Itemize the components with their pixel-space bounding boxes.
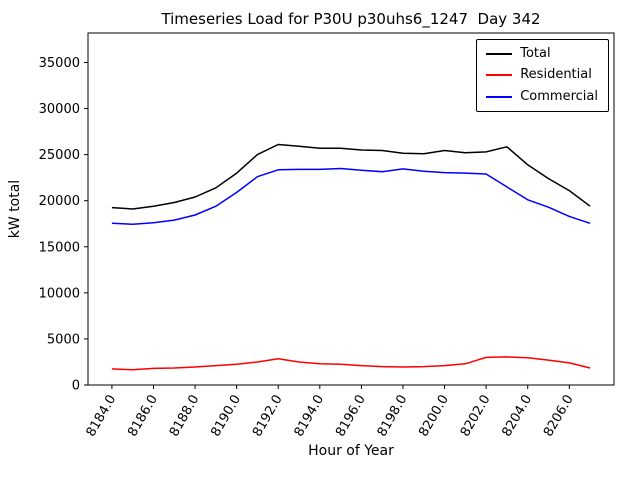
y-tick-label: 10000	[39, 286, 80, 301]
x-tick-label: 8206.0	[541, 393, 577, 440]
x-tick-label: 8194.0	[292, 393, 328, 440]
x-tick-label: 8192.0	[250, 393, 286, 440]
x-axis-label: Hour of Year	[308, 443, 394, 459]
x-tick-label: 8186.0	[125, 393, 161, 440]
legend-line-residential-icon	[486, 74, 513, 77]
x-tick-label: 8184.0	[84, 393, 120, 440]
series-line-residential	[111, 356, 591, 371]
legend-entry: Residential	[486, 67, 598, 83]
y-tick-label: 25000	[39, 148, 80, 163]
legend-label: Commercial	[520, 88, 598, 104]
legend-line-commercial-icon	[486, 95, 513, 98]
legend-entry: Commercial	[486, 88, 598, 104]
legend-label: Total	[520, 46, 551, 61]
x-tick-label: 8188.0	[167, 393, 203, 440]
legend: Total Residential Commercial	[476, 39, 609, 112]
y-tick-label: 15000	[39, 240, 80, 255]
x-tick-label: 8202.0	[458, 392, 494, 439]
y-tick-label: 30000	[39, 102, 80, 117]
x-tick-label: 8198.0	[375, 393, 411, 440]
legend-label: Residential	[520, 67, 592, 83]
chart-title: Timeseries Load for P30U p30uhs6_1247 Da…	[161, 10, 541, 28]
y-tick-label: 5000	[47, 332, 80, 347]
legend-line-total-icon	[486, 53, 513, 56]
y-tick-label: 35000	[39, 56, 80, 71]
legend-entry: Total	[486, 46, 598, 61]
y-tick-label: 20000	[39, 194, 80, 209]
x-tick-label: 8196.0	[333, 393, 369, 440]
plot-border	[87, 32, 615, 386]
x-tick-label: 8200.0	[416, 393, 452, 440]
x-tick-label: 8190.0	[208, 393, 244, 440]
y-tick-label: 0	[72, 379, 80, 394]
series-line-total	[111, 143, 591, 210]
y-axis-label: kW total	[7, 179, 23, 239]
x-tick-label: 8204.0	[499, 393, 535, 440]
series-line-commercial	[111, 167, 591, 225]
